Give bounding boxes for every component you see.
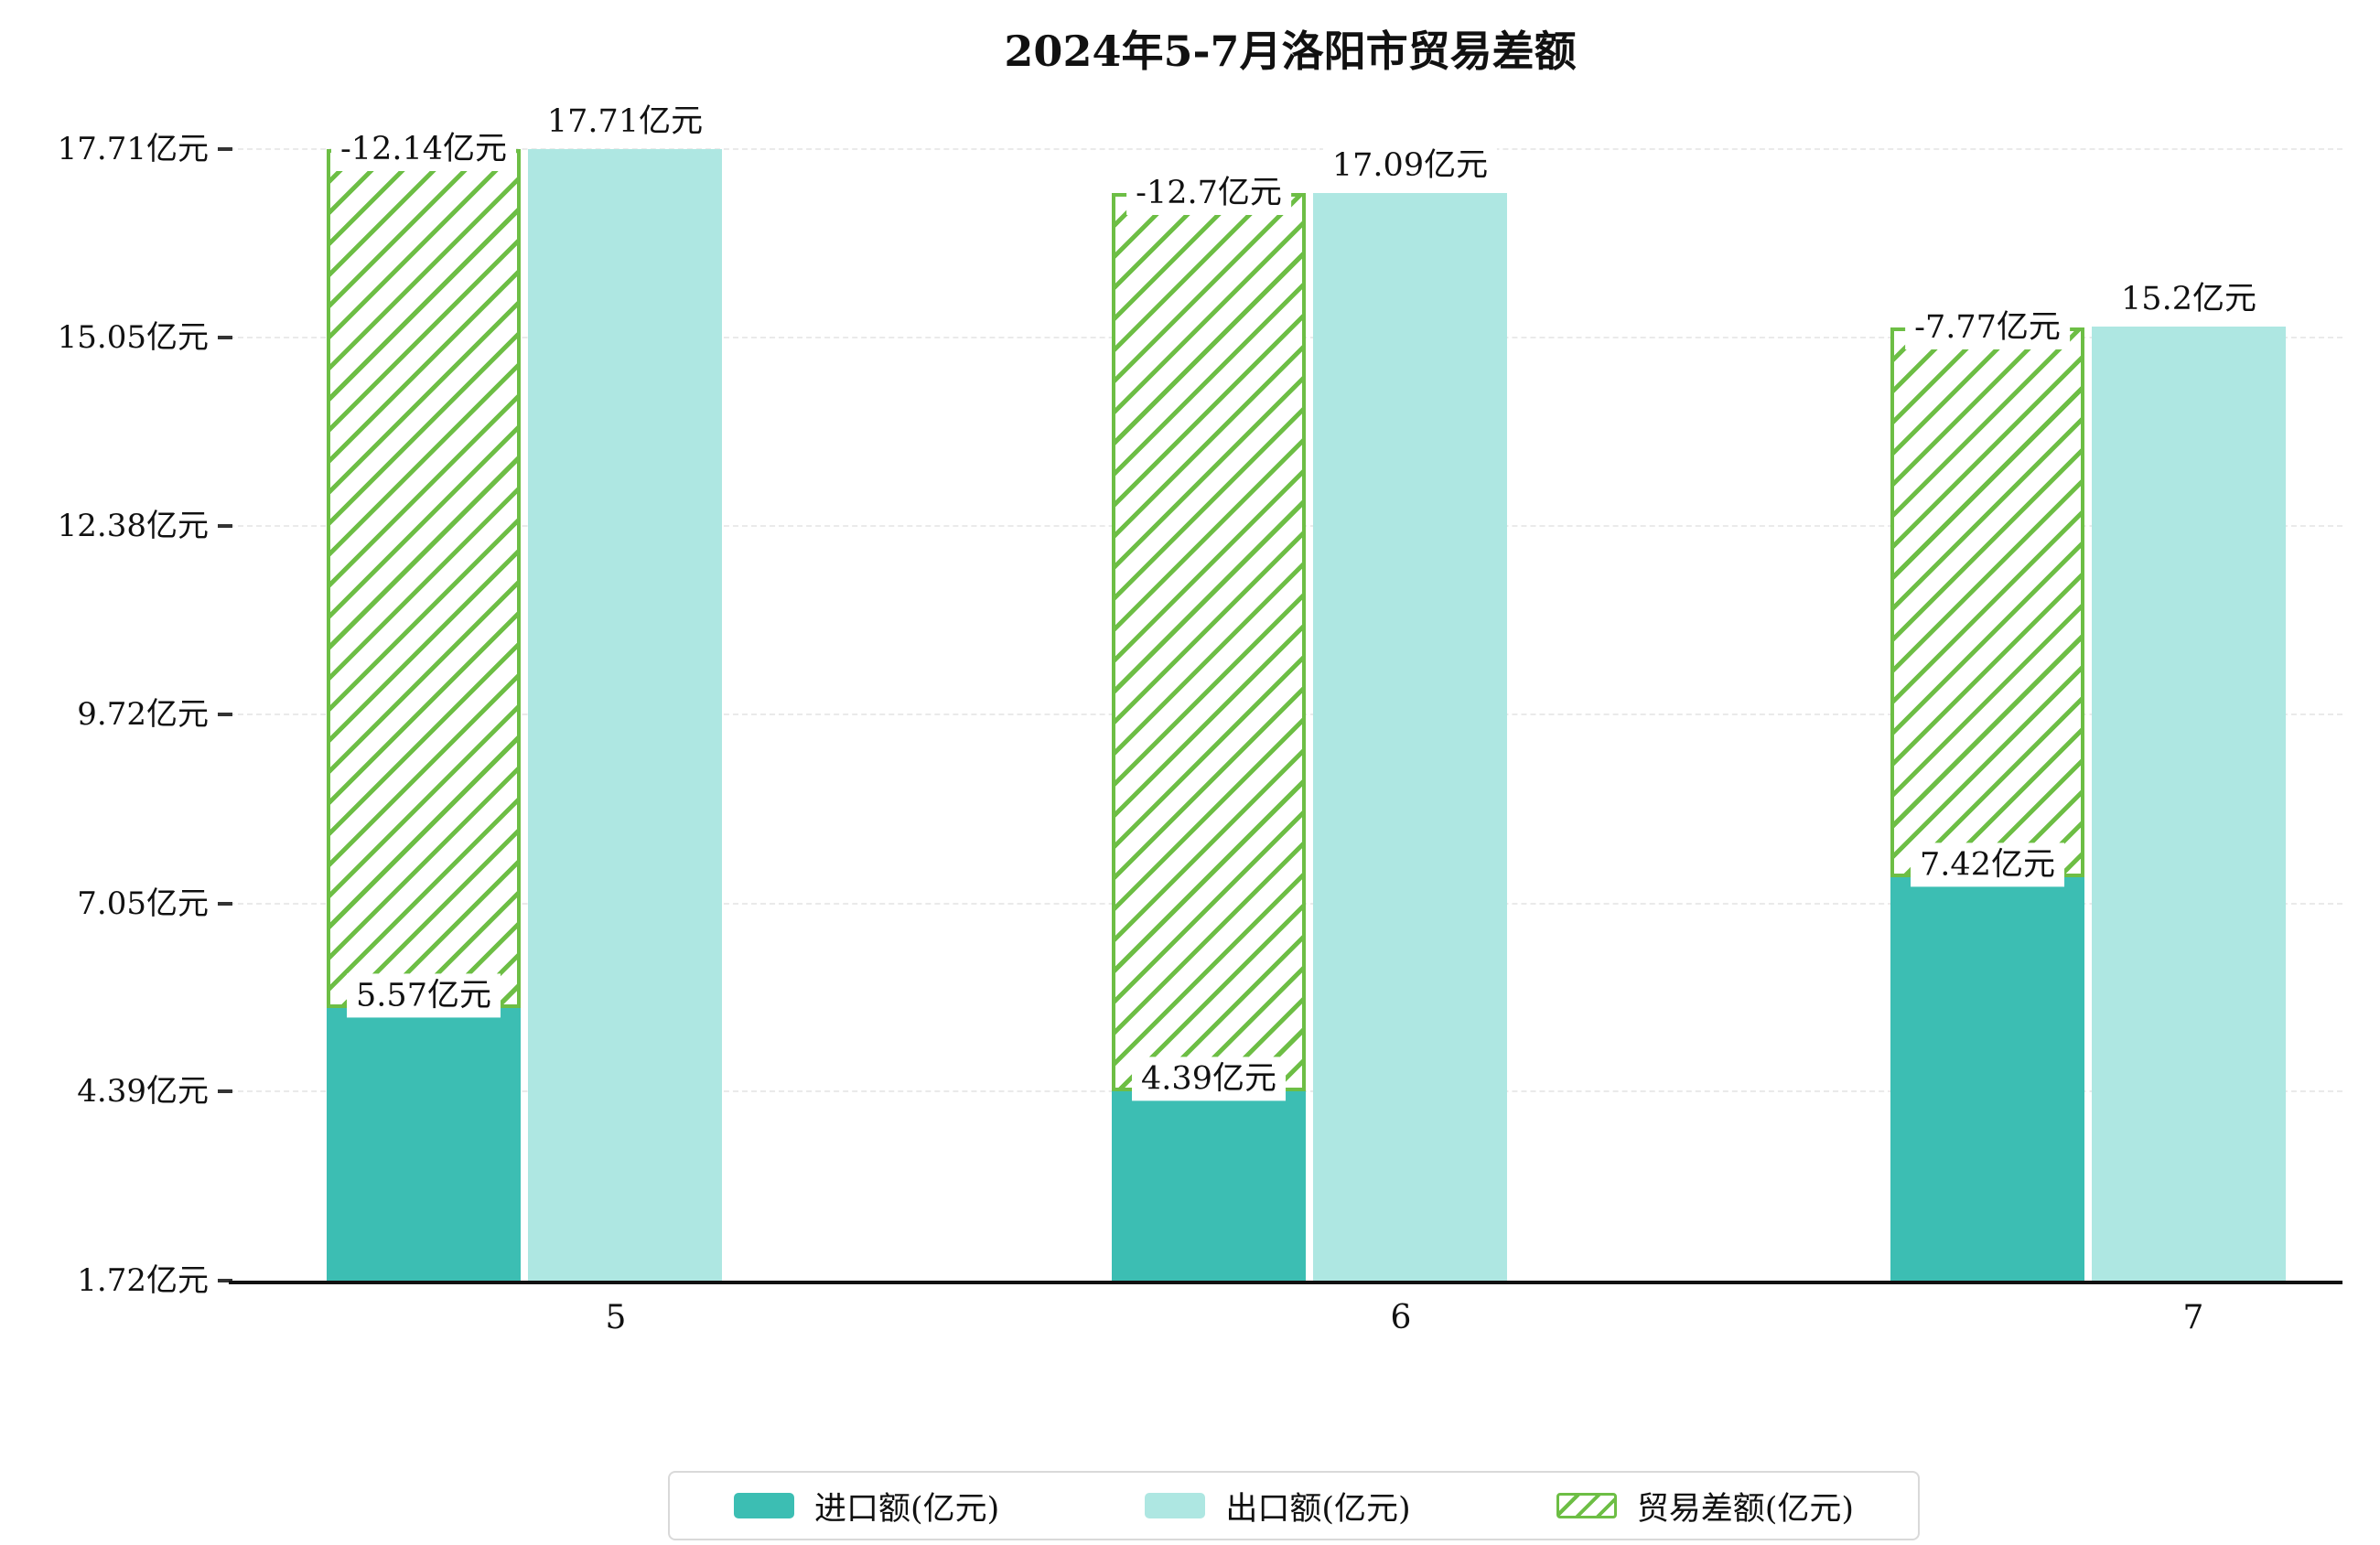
legend: 进口额(亿元) 出口额(亿元) 贸易差额(亿元) xyxy=(668,1471,1920,1540)
trade-balance-value-label: -12.14亿元 xyxy=(330,127,517,171)
trade-balance-value-label: -7.77亿元 xyxy=(1905,305,2070,349)
trade-balance-bar xyxy=(1112,192,1306,1092)
trade-balance-value-label: -12.7亿元 xyxy=(1126,170,1291,215)
gridline xyxy=(229,148,2342,150)
y-tick-label: 1.72亿元 xyxy=(77,1262,209,1299)
y-tick-label: 12.38亿元 xyxy=(57,508,209,545)
x-axis-label: 6 xyxy=(1390,1299,1412,1336)
x-axis-label: 7 xyxy=(2182,1299,2204,1336)
legend-item-trade-balance: 贸易差额(亿元) xyxy=(1556,1483,1854,1529)
y-tick-mark xyxy=(218,1279,232,1282)
import-bar xyxy=(1890,877,2084,1281)
y-tick-mark xyxy=(218,901,232,906)
legend-label-trade-balance: 贸易差额(亿元) xyxy=(1636,1490,1854,1528)
y-tick-mark xyxy=(218,147,232,151)
export-value-label: 15.2亿元 xyxy=(2112,277,2266,322)
y-tick-mark xyxy=(218,713,232,717)
import-bar xyxy=(327,1008,521,1281)
x-axis-label: 5 xyxy=(605,1299,627,1336)
trade-balance-bar xyxy=(1890,327,2084,878)
y-tick-label: 7.05亿元 xyxy=(77,885,209,922)
export-value-label: 17.09亿元 xyxy=(1322,143,1498,188)
legend-swatch-trade-balance xyxy=(1556,1493,1617,1518)
y-tick-mark xyxy=(218,524,232,529)
legend-item-export: 出口额(亿元) xyxy=(1145,1483,1411,1529)
export-bar xyxy=(1313,192,1507,1281)
import-bar xyxy=(1112,1091,1306,1281)
y-tick-label: 17.71亿元 xyxy=(57,131,209,167)
legend-label-import: 进口额(亿元) xyxy=(814,1490,1000,1528)
legend-swatch-import xyxy=(734,1493,794,1518)
y-tick-label: 4.39亿元 xyxy=(77,1073,209,1110)
export-bar xyxy=(2092,327,2286,1281)
y-tick-label: 15.05亿元 xyxy=(57,318,209,356)
chart-title: 2024年5-7月洛阳市贸易差额 xyxy=(1004,27,1577,76)
legend-item-import: 进口额(亿元) xyxy=(734,1483,999,1529)
legend-label-export: 出口额(亿元) xyxy=(1225,1490,1411,1528)
import-value-label: 7.42亿元 xyxy=(1911,842,2064,887)
x-axis-line xyxy=(229,1281,2342,1284)
trade-balance-bar xyxy=(327,149,521,1009)
export-bar xyxy=(528,149,722,1281)
import-value-label: 4.39亿元 xyxy=(1132,1057,1286,1101)
y-tick-label: 9.72亿元 xyxy=(77,696,209,734)
legend-swatch-export xyxy=(1145,1493,1206,1518)
y-tick-mark xyxy=(218,1089,232,1094)
export-value-label: 17.71亿元 xyxy=(537,100,713,144)
y-tick-mark xyxy=(218,335,232,339)
import-value-label: 5.57亿元 xyxy=(347,973,501,1018)
